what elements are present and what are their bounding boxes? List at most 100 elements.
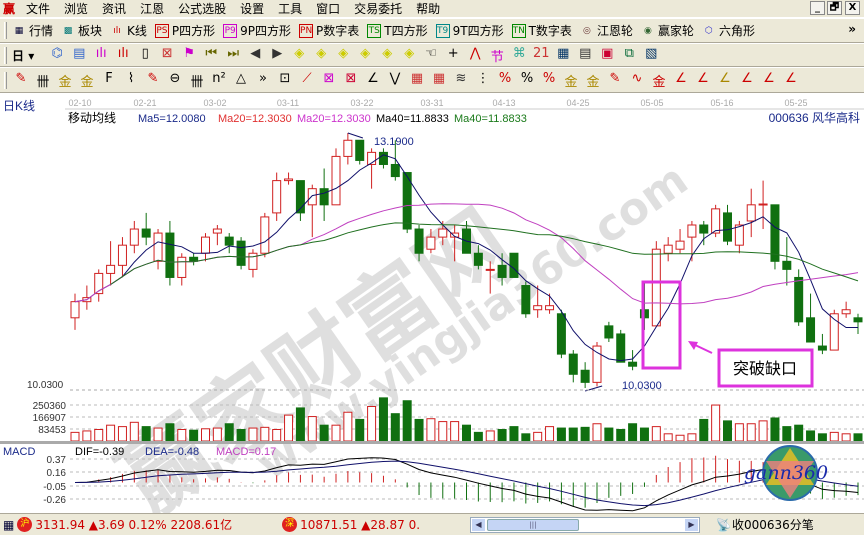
notes-icon[interactable]: ▤ <box>579 45 592 61</box>
parallel-icon[interactable]: 卌 <box>190 74 204 90</box>
angle-y-icon[interactable]: ∠ <box>763 70 775 86</box>
print-icon[interactable]: ▧ <box>645 45 658 61</box>
restore-button[interactable]: 🗗 <box>827 1 842 15</box>
network-icon[interactable]: ⧉ <box>624 45 634 61</box>
menu-item[interactable]: 窗口 <box>316 2 341 16</box>
square-icon[interactable]: ⊠ <box>323 70 335 86</box>
toolbar-grip[interactable] <box>4 22 7 39</box>
sine-icon[interactable]: ∿ <box>631 70 643 86</box>
toolbar-grip[interactable] <box>4 71 7 89</box>
last-icon[interactable]: ⏭ <box>227 45 240 61</box>
first-icon[interactable]: ⏮ <box>205 45 218 61</box>
text-icon[interactable]: ▤ <box>73 45 86 61</box>
pattern-icon[interactable]: ⌬ <box>51 45 63 61</box>
shenzhen-index-quote[interactable]: 10871.51 ▲28.87 0.27% 3178.90亿 <box>300 518 421 532</box>
toolbar-button[interactable]: ▦ 行情 <box>12 22 53 39</box>
percent-line-icon[interactable]: % <box>498 70 512 86</box>
minimize-button[interactable]: _ <box>810 1 825 15</box>
toolbar-more-button[interactable]: » <box>848 22 856 36</box>
crosshair-icon[interactable]: + <box>447 45 459 61</box>
cycle-icon[interactable]: ⌘ <box>512 45 526 61</box>
toolbar-grip[interactable] <box>4 46 7 64</box>
menu-item[interactable]: 资讯 <box>102 2 127 16</box>
fan-icon[interactable]: ⟋ <box>302 70 312 86</box>
level-icon[interactable]: ⊠ <box>161 45 173 61</box>
toolbar-button[interactable]: ▩ 板块 <box>61 22 102 39</box>
scroll-right-button[interactable]: ▶ <box>685 519 698 531</box>
tick-data-label[interactable]: 收000636分笔 <box>732 518 814 532</box>
pen2-icon[interactable]: ✎ <box>147 70 159 86</box>
menu-item[interactable]: 交易委托 <box>354 2 403 16</box>
menu-item[interactable]: 工具 <box>278 2 303 16</box>
spiral-icon[interactable]: ⌇ <box>127 70 135 86</box>
hand-icon[interactable]: ☜ <box>425 45 438 61</box>
menu-item[interactable]: 设置 <box>240 2 265 16</box>
expand-icon[interactable]: ◈ <box>338 45 349 61</box>
toolbar-button[interactable]: ◉ 赢家轮 <box>641 22 694 39</box>
toolbar-button[interactable]: TN T数字表 <box>511 22 572 39</box>
prev-icon[interactable]: ◀ <box>250 45 261 61</box>
menu-item[interactable]: 公式选股 <box>178 2 227 16</box>
grid-lines-icon[interactable]: 卌 <box>36 74 50 90</box>
stairs-icon[interactable]: ⋮ <box>476 70 490 86</box>
calculator-icon[interactable]: ▦ <box>557 45 570 61</box>
gold-band-icon[interactable]: 金 <box>586 74 600 90</box>
shanghai-index-quote[interactable]: 3131.94 ▲3.69 0.12% 2208.61亿 <box>35 518 233 532</box>
menu-item[interactable]: 帮助 <box>416 2 441 16</box>
gold-circle-icon[interactable]: 金 <box>564 74 578 90</box>
triangle-icon[interactable]: △ <box>236 70 246 86</box>
save-icon[interactable]: ▣ <box>601 45 614 61</box>
bar9-icon[interactable]: ılı <box>117 45 129 61</box>
move-left-icon[interactable]: ◈ <box>294 45 305 61</box>
gold-box-icon[interactable]: 金 <box>652 74 666 90</box>
toolbar-button[interactable]: PN P数字表 <box>299 22 359 39</box>
menu-item[interactable]: 文件 <box>26 2 51 16</box>
grid-icon[interactable]: ▦ <box>410 70 424 86</box>
fib-icon[interactable]: F <box>105 70 113 86</box>
zoom-all-icon[interactable]: ◈ <box>382 45 393 61</box>
toolbar-button[interactable]: ⬡ 六角形 <box>702 22 755 39</box>
toolbar-button[interactable]: P9 9P四方形 <box>223 22 291 39</box>
next-icon[interactable]: ▶ <box>272 45 283 61</box>
zoom-more-icon[interactable]: ◈ <box>404 45 415 61</box>
more-icon[interactable]: » <box>259 70 267 86</box>
shrink-icon[interactable]: ◈ <box>360 45 371 61</box>
gold-line-icon[interactable]: 金 <box>58 74 72 90</box>
n2-icon[interactable]: n² <box>212 70 226 86</box>
angle-icon[interactable]: ∠ <box>367 70 379 86</box>
channel-icon[interactable]: ≋ <box>455 70 467 86</box>
box-icon[interactable]: ⊡ <box>279 70 291 86</box>
grid2-icon[interactable]: ▦ <box>432 70 446 86</box>
pen-icon[interactable]: ✎ <box>15 70 27 86</box>
node-icon[interactable]: 节 <box>490 49 504 65</box>
toolbar-button[interactable]: T9 9T四方形 <box>435 22 504 39</box>
angle-4-icon[interactable]: ∠ <box>785 70 797 86</box>
wave-icon[interactable]: ⋁ <box>389 70 401 86</box>
angle-f-icon[interactable]: ∠ <box>697 70 709 86</box>
gold-line2-icon[interactable]: 金 <box>80 74 94 90</box>
flag-icon[interactable]: ⚑ <box>183 45 196 61</box>
toolbar-button[interactable]: PS P四方形 <box>154 22 215 39</box>
toolbar-button[interactable]: ılı K线 <box>110 22 147 39</box>
candle-type-icon[interactable]: ▯ <box>141 45 149 61</box>
horizontal-scrollbar[interactable]: ◀ ||| ▶ <box>470 517 700 533</box>
period-dropdown[interactable]: 日 ▾ <box>12 48 35 63</box>
line-tool-icon[interactable]: ⋀ <box>469 45 481 61</box>
move-right-icon[interactable]: ◈ <box>316 45 327 61</box>
angle-j-icon[interactable]: ∠ <box>675 70 687 86</box>
quote-table-icon[interactable]: ▦ <box>3 517 15 532</box>
toolbar-button[interactable]: TS T四方形 <box>367 22 428 39</box>
menu-item[interactable]: 江恩 <box>140 2 165 16</box>
percent-band-icon[interactable]: % <box>542 70 556 86</box>
toolbar-button[interactable]: ◎ 江恩轮 <box>580 22 633 39</box>
circle-grid-icon[interactable]: ⊖ <box>169 70 181 86</box>
percent-icon[interactable]: % <box>520 70 534 86</box>
bar3-icon[interactable]: ılı <box>95 45 107 61</box>
angle-s-icon[interactable]: ∠ <box>741 70 753 86</box>
menu-item[interactable]: 浏览 <box>64 2 89 16</box>
calendar-icon[interactable]: 21 <box>532 45 550 61</box>
angle-gold-icon[interactable]: ∠ <box>719 70 731 86</box>
scroll-thumb[interactable]: ||| <box>487 519 579 531</box>
pen3-icon[interactable]: ✎ <box>609 70 621 86</box>
